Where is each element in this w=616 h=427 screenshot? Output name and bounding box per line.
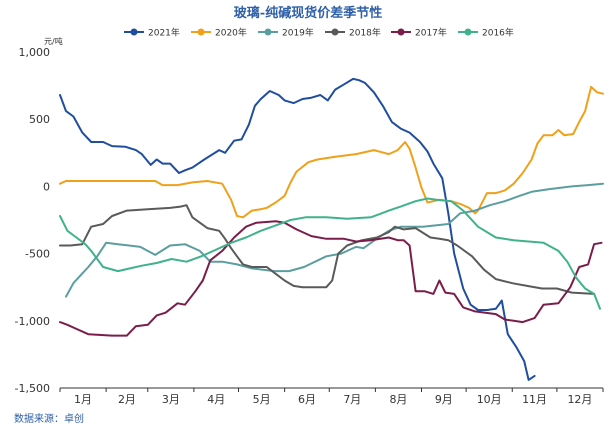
x-axis: 1月 2月 3月 4月 5月 6月 7月 8月 9月 10月 11月 12月 — [59, 388, 604, 406]
legend: 2021年 2020年 2019年 2018年 2017年 2016年 — [124, 27, 514, 39]
plot-area — [59, 77, 604, 381]
legend-label: 2018年 — [349, 27, 381, 39]
series-line-2021年 — [59, 77, 536, 381]
legend-marker — [331, 28, 339, 36]
y-tick-label: -500 — [25, 248, 50, 261]
legend-marker — [397, 28, 405, 36]
x-tick-label: 8月 — [389, 393, 407, 406]
legend-label: 2017年 — [415, 27, 447, 39]
series-line-2018年 — [59, 204, 596, 295]
legend-label: 2019年 — [282, 27, 314, 39]
x-tick-label: 5月 — [253, 393, 271, 406]
series-line-2016年 — [59, 197, 601, 310]
y-tick-label: 0 — [43, 180, 50, 193]
x-tick-label: 2月 — [118, 393, 136, 406]
x-tick-label: 7月 — [343, 393, 361, 406]
legend-label: 2020年 — [215, 27, 247, 39]
chart-title: 玻璃-纯碱现货价差季节性 — [234, 5, 382, 21]
x-tick-label: 4月 — [207, 393, 225, 406]
unit-label: 元/吨 — [44, 36, 63, 46]
x-tick-label: 11月 — [522, 393, 547, 406]
x-tick-label: 6月 — [298, 393, 316, 406]
y-tick-label: -1,000 — [15, 315, 50, 328]
source-note: 数据来源：卓创 — [14, 412, 84, 425]
x-tick-label: 10月 — [477, 393, 502, 406]
series-line-2019年 — [65, 182, 604, 298]
series-line-2017年 — [59, 220, 603, 337]
x-tick-label: 12月 — [567, 393, 592, 406]
y-tick-label: 1,000 — [19, 46, 51, 59]
x-tick-label: 9月 — [435, 393, 453, 406]
legend-marker — [464, 28, 472, 36]
legend-label: 2021年 — [148, 27, 180, 39]
legend-marker — [264, 28, 272, 36]
x-tick-label: 3月 — [162, 393, 180, 406]
legend-label: 2016年 — [482, 27, 514, 39]
y-tick-label: -1,500 — [15, 382, 50, 395]
legend-marker — [130, 28, 138, 36]
y-tick-label: 500 — [29, 113, 50, 126]
legend-marker — [197, 28, 205, 36]
series-line-2020年 — [59, 85, 604, 219]
x-tick-label: 1月 — [74, 393, 92, 406]
y-axis: 1,000 500 0 -500 -1,000 -1,500 — [15, 46, 50, 395]
